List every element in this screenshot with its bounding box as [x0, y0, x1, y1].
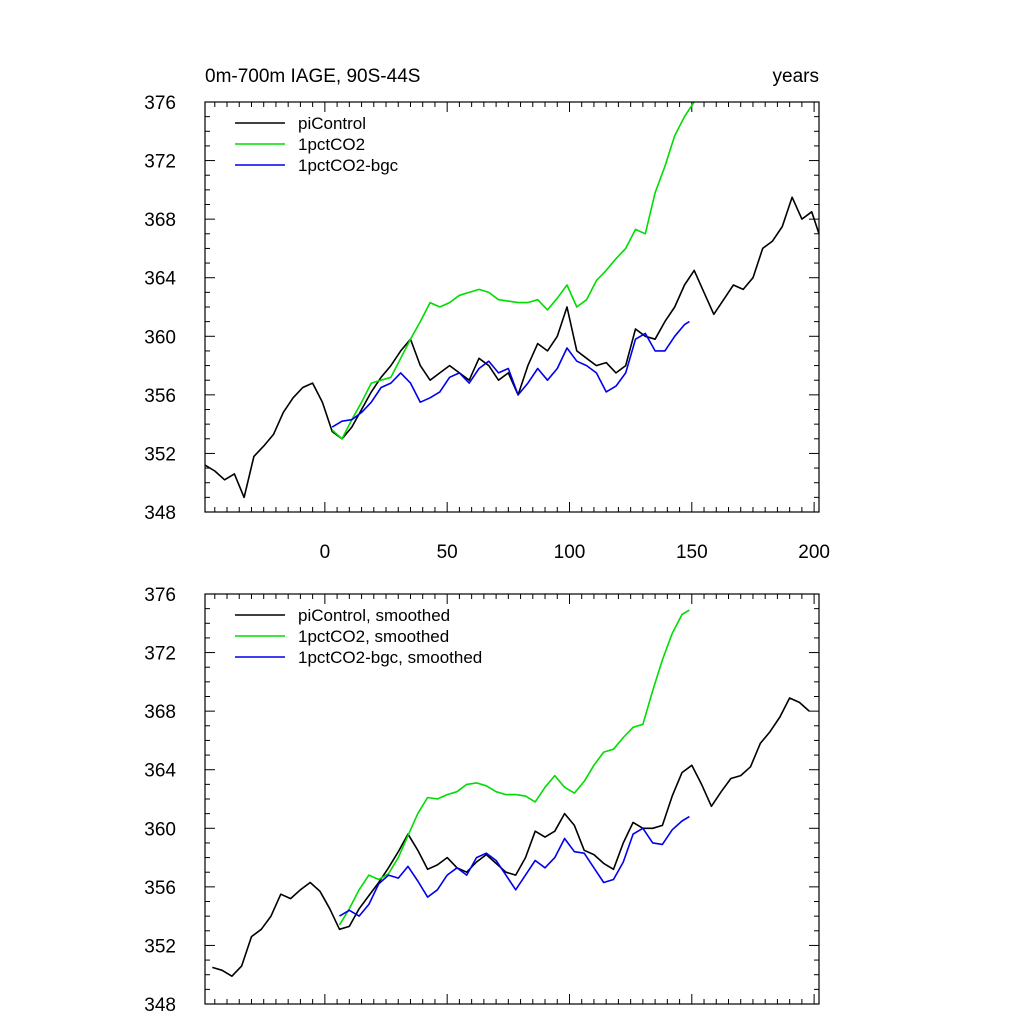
y-tick-label: 360	[144, 327, 176, 348]
top-x-tick-labels: 0 50 100 150 200	[320, 542, 830, 563]
y-tick-label: 364	[144, 761, 176, 782]
y-tick-label: 372	[144, 152, 176, 173]
legend-label: piControl, smoothed	[298, 606, 450, 625]
series-line-1pctco2-bgc	[331, 320, 690, 428]
legend-label: 1pctCO2, smoothed	[298, 627, 449, 646]
y-tick-label: 368	[144, 210, 176, 231]
y-tick-label: 352	[144, 444, 176, 465]
bottom-legend: piControl, smoothed 1pctCO2, smoothed 1pct…	[235, 606, 482, 667]
series-line-1pctco2-bgc-smoothed	[339, 815, 690, 917]
y-tick-label: 364	[144, 269, 176, 290]
y-tick-label: 352	[144, 936, 176, 957]
top-panel: 0m-700m IAGE, 90S-44S years 348 352 356 360…	[144, 66, 830, 563]
bottom-plot-frame	[204, 593, 820, 1005]
y-tick-label: 356	[144, 386, 176, 407]
y-tick-label: 372	[144, 644, 176, 665]
top-y-tick-labels: 348 352 356 360 364 368 372 376	[144, 93, 176, 524]
y-tick-label: 376	[144, 585, 176, 606]
legend-label: 1pctCO2-bgc, smoothed	[298, 648, 482, 667]
top-axis-ticks	[205, 101, 819, 513]
y-tick-label: 376	[144, 93, 176, 114]
bottom-axis-ticks	[205, 593, 819, 1005]
top-plot-frame	[204, 101, 820, 513]
y-tick-label: 348	[144, 503, 176, 524]
legend-label: 1pctCO2	[298, 135, 365, 154]
top-units-label: years	[773, 66, 819, 87]
series-line-picontrol	[204, 196, 820, 499]
x-tick-label: 100	[554, 542, 586, 563]
y-tick-label: 368	[144, 702, 176, 723]
y-tick-label: 356	[144, 878, 176, 899]
legend-label: piControl	[298, 114, 366, 133]
y-tick-label: 348	[144, 995, 176, 1016]
bottom-series-lines	[212, 609, 810, 978]
x-tick-label: 150	[676, 542, 708, 563]
series-line-picontrol-smoothed	[212, 697, 810, 978]
x-tick-label: 200	[798, 542, 830, 563]
x-tick-label: 0	[320, 542, 331, 563]
top-series-lines	[204, 101, 820, 499]
y-tick-label: 360	[144, 819, 176, 840]
top-chart-title: 0m-700m IAGE, 90S-44S	[205, 66, 420, 87]
x-tick-label: 50	[437, 542, 458, 563]
legend-label: 1pctCO2-bgc	[298, 156, 399, 175]
top-legend: piControl 1pctCO2 1pctCO2-bgc	[235, 114, 399, 175]
series-line-1pctco2	[331, 101, 695, 440]
series-line-1pctco2-smoothed	[338, 609, 690, 926]
bottom-y-tick-labels: 348 352 356 360 364 368 372 376	[144, 585, 176, 1016]
bottom-panel: 348 352 356 360 364 368 372 376 piControl, smoo…	[144, 585, 820, 1016]
